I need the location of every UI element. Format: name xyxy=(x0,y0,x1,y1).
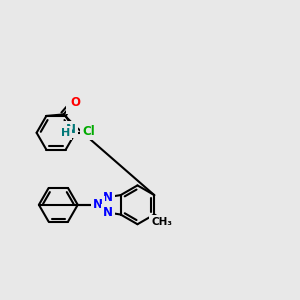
Text: N: N xyxy=(103,190,113,203)
Text: H: H xyxy=(61,128,70,138)
Text: O: O xyxy=(70,96,80,109)
Text: Cl: Cl xyxy=(68,99,81,112)
Text: N: N xyxy=(103,206,113,219)
Text: N: N xyxy=(93,198,103,211)
Text: CH₃: CH₃ xyxy=(152,217,172,227)
Text: Cl: Cl xyxy=(82,125,95,138)
Text: N: N xyxy=(66,123,76,136)
